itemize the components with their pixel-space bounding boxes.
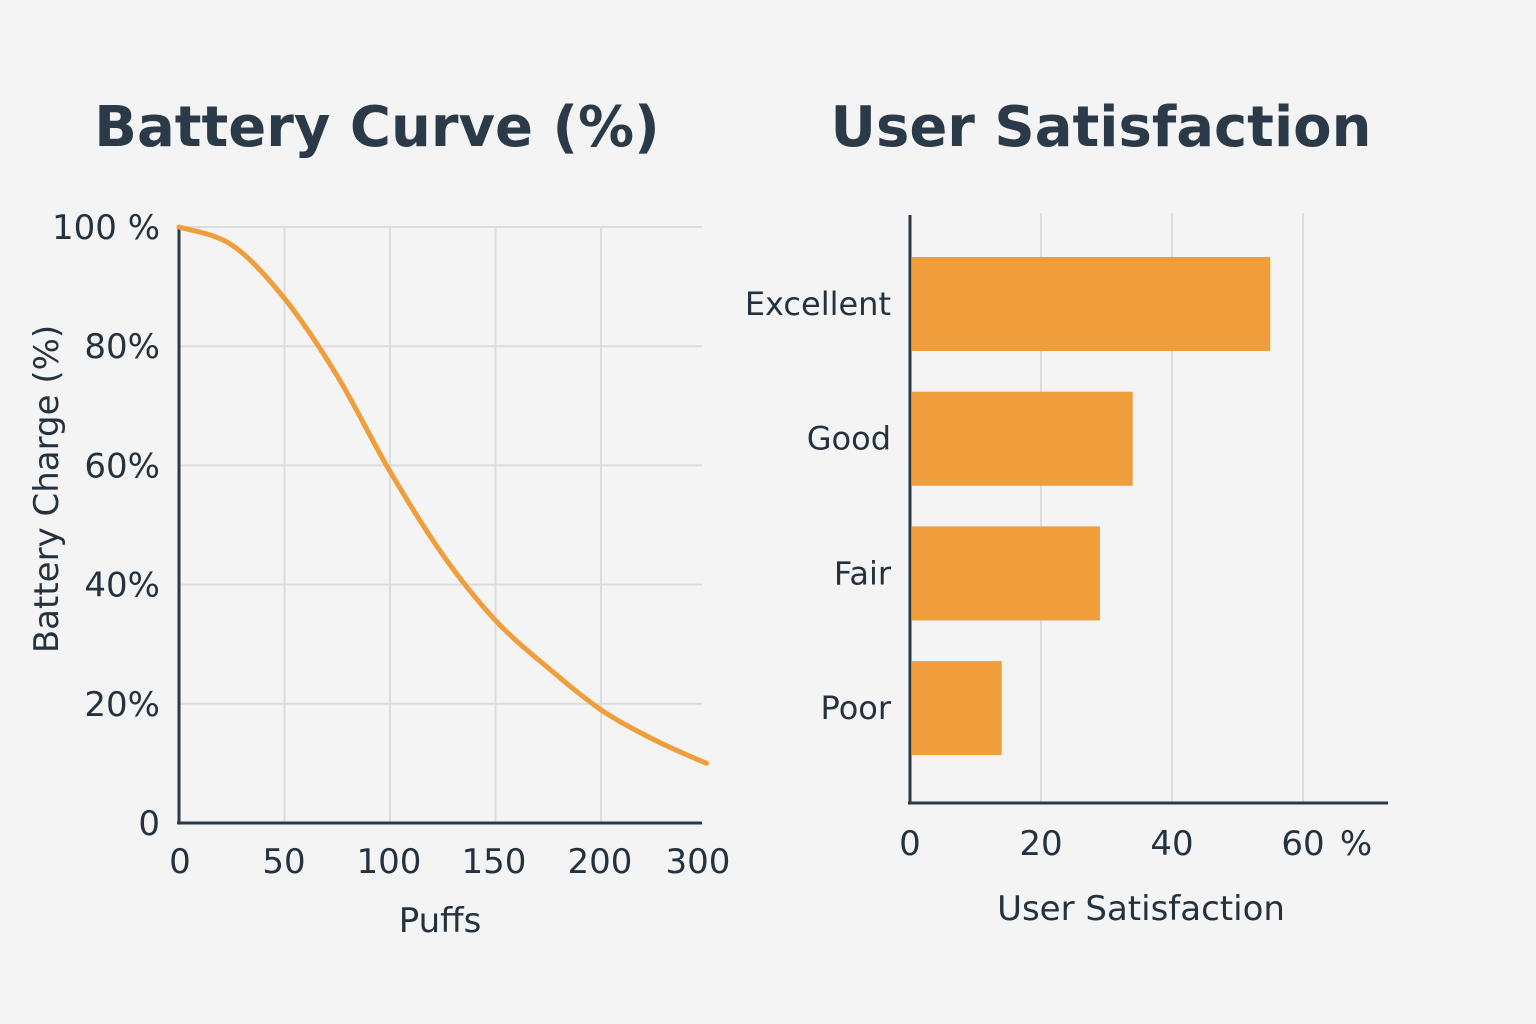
satisfaction-category-label: Poor <box>821 689 892 727</box>
satisfaction-x-tick-label: 40 <box>1150 824 1193 864</box>
battery-y-tick-label: 20% <box>84 685 160 725</box>
satisfaction-bar <box>912 257 1271 351</box>
satisfaction-x-ticks: 0 20 40 60 <box>899 824 1324 864</box>
battery-series-line <box>176 224 709 766</box>
satisfaction-bar <box>912 391 1133 486</box>
battery-x-tick-label: 200 <box>568 842 633 882</box>
battery-y-axis-label: Battery Charge (%) <box>27 325 67 653</box>
satisfaction-x-axis-label: User Satisfaction <box>997 889 1285 929</box>
battery-x-tick-label: 100 <box>357 842 422 882</box>
satisfaction-bar <box>912 526 1100 621</box>
battery-y-tick-label: 40% <box>84 566 160 606</box>
battery-chart-title: Battery Curve (%) <box>94 95 659 160</box>
user-satisfaction-chart: User Satisfaction ExcellentGoodFairPoor … <box>745 95 1388 929</box>
battery-x-tick-label: 300 <box>666 842 731 882</box>
battery-curve-chart: Battery Curve (%) 0 20% 40% 60% 80% 100 % 0 50… <box>27 95 730 941</box>
battery-y-tick-label: 0 <box>138 804 160 844</box>
satisfaction-bar <box>912 661 1002 756</box>
satisfaction-category-label: Good <box>807 420 891 458</box>
battery-x-tick-label: 0 <box>169 842 191 882</box>
battery-x-ticks: 0 50 100 150 200 300 <box>169 842 730 882</box>
battery-y-tick-label: 80% <box>84 327 160 367</box>
battery-grid <box>179 226 702 823</box>
battery-x-axis-label: Puffs <box>399 901 482 941</box>
battery-y-ticks: 0 20% 40% 60% 80% 100 % <box>52 208 160 844</box>
satisfaction-category-label: Excellent <box>745 285 891 323</box>
satisfaction-category-label: Fair <box>834 554 892 592</box>
satisfaction-bars <box>912 257 1271 756</box>
satisfaction-x-tick-label: 20 <box>1019 824 1062 864</box>
battery-y-tick-label: 60% <box>84 446 160 486</box>
satisfaction-x-tick-label: 0 <box>899 824 921 864</box>
satisfaction-category-labels: Excellent Good Fair Poor <box>745 285 892 727</box>
battery-x-tick-label: 150 <box>462 842 527 882</box>
satisfaction-x-tick-label: 60 <box>1281 824 1324 864</box>
battery-x-tick-label: 50 <box>262 842 305 882</box>
battery-y-tick-label: 100 % <box>52 208 160 248</box>
satisfaction-chart-title: User Satisfaction <box>831 95 1372 160</box>
satisfaction-x-unit-label: % <box>1340 824 1372 864</box>
